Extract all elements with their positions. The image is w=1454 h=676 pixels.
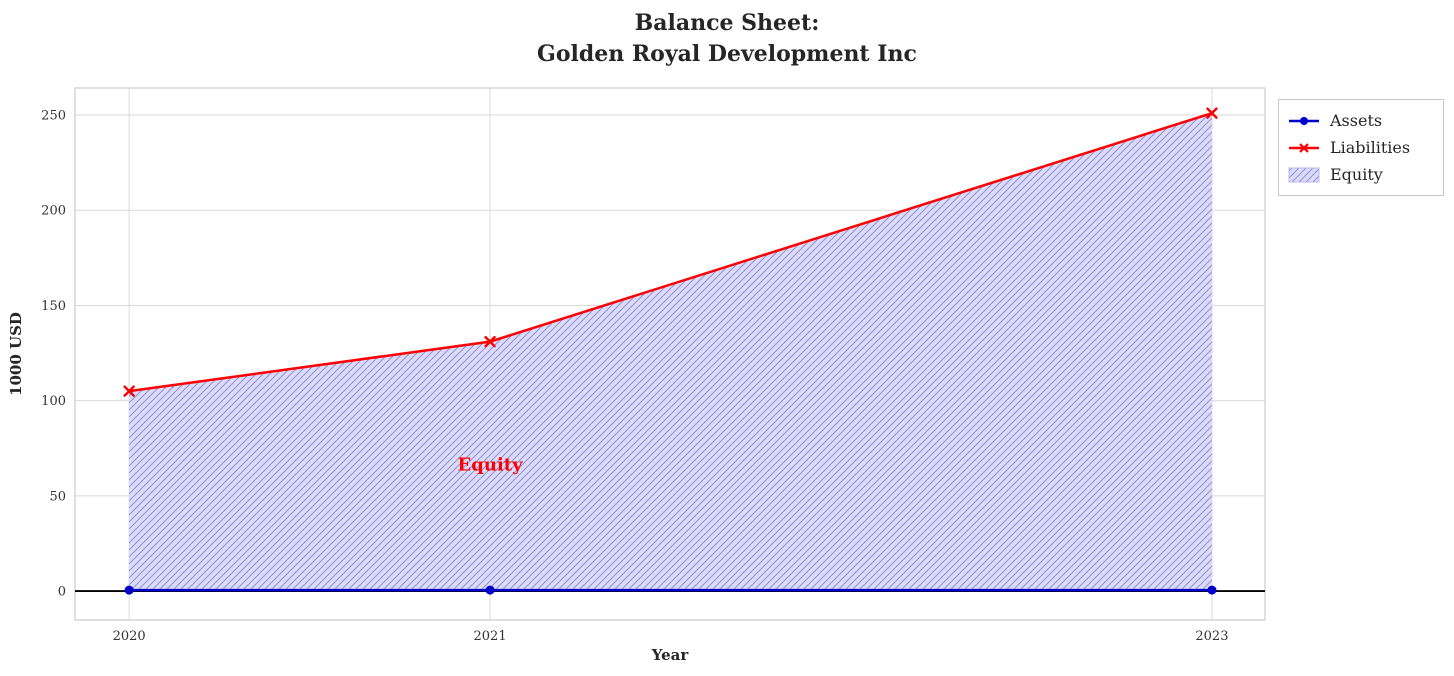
legend-item-assets: Assets [1287,107,1435,134]
x-tick-label: 2020 [113,629,146,644]
y-tick-label: 50 [49,489,66,504]
liabilities-markers [123,107,1218,397]
y-axis-label: 1000 USD [7,312,25,396]
assets-marker [124,585,134,595]
chart-title: Balance Sheet: Golden Royal Development … [537,10,917,67]
assets-marker [1207,585,1217,595]
assets-marker [485,585,495,595]
x-tick-label: 2021 [474,629,507,644]
liabilities-marker [1206,107,1218,119]
equity-annotation: Equity [457,454,523,476]
legend-item-liabilities: Liabilities [1287,134,1435,161]
assets-markers [124,585,1217,595]
legend-label-assets: Assets [1330,111,1383,130]
legend-label-equity: Equity [1330,165,1383,184]
y-tick-label: 0 [58,585,66,600]
x-tick-labels: 2020 2021 2023 [113,629,1229,644]
y-tick-label: 250 [41,109,66,124]
equity-area [129,113,1212,592]
y-tick-labels: 0 50 100 150 200 250 [41,109,66,600]
legend-label-liabilities: Liabilities [1330,138,1411,157]
assets-line-swatch [1289,116,1319,125]
y-tick-label: 200 [41,204,66,219]
x-axis-label: Year [651,646,689,664]
liabilities-marker [484,335,496,348]
x-tick-label: 2023 [1195,629,1228,644]
liabilities-marker [123,385,135,397]
plot-border [74,87,1266,621]
legend-item-equity: Equity [1287,161,1435,188]
y-tick-label: 150 [41,299,66,314]
equity-patch-swatch [1288,167,1320,182]
y-tick-label: 100 [41,394,66,409]
liabilities-line-swatch [1289,142,1319,153]
legend: Assets Liabilities Equity [1278,99,1444,196]
